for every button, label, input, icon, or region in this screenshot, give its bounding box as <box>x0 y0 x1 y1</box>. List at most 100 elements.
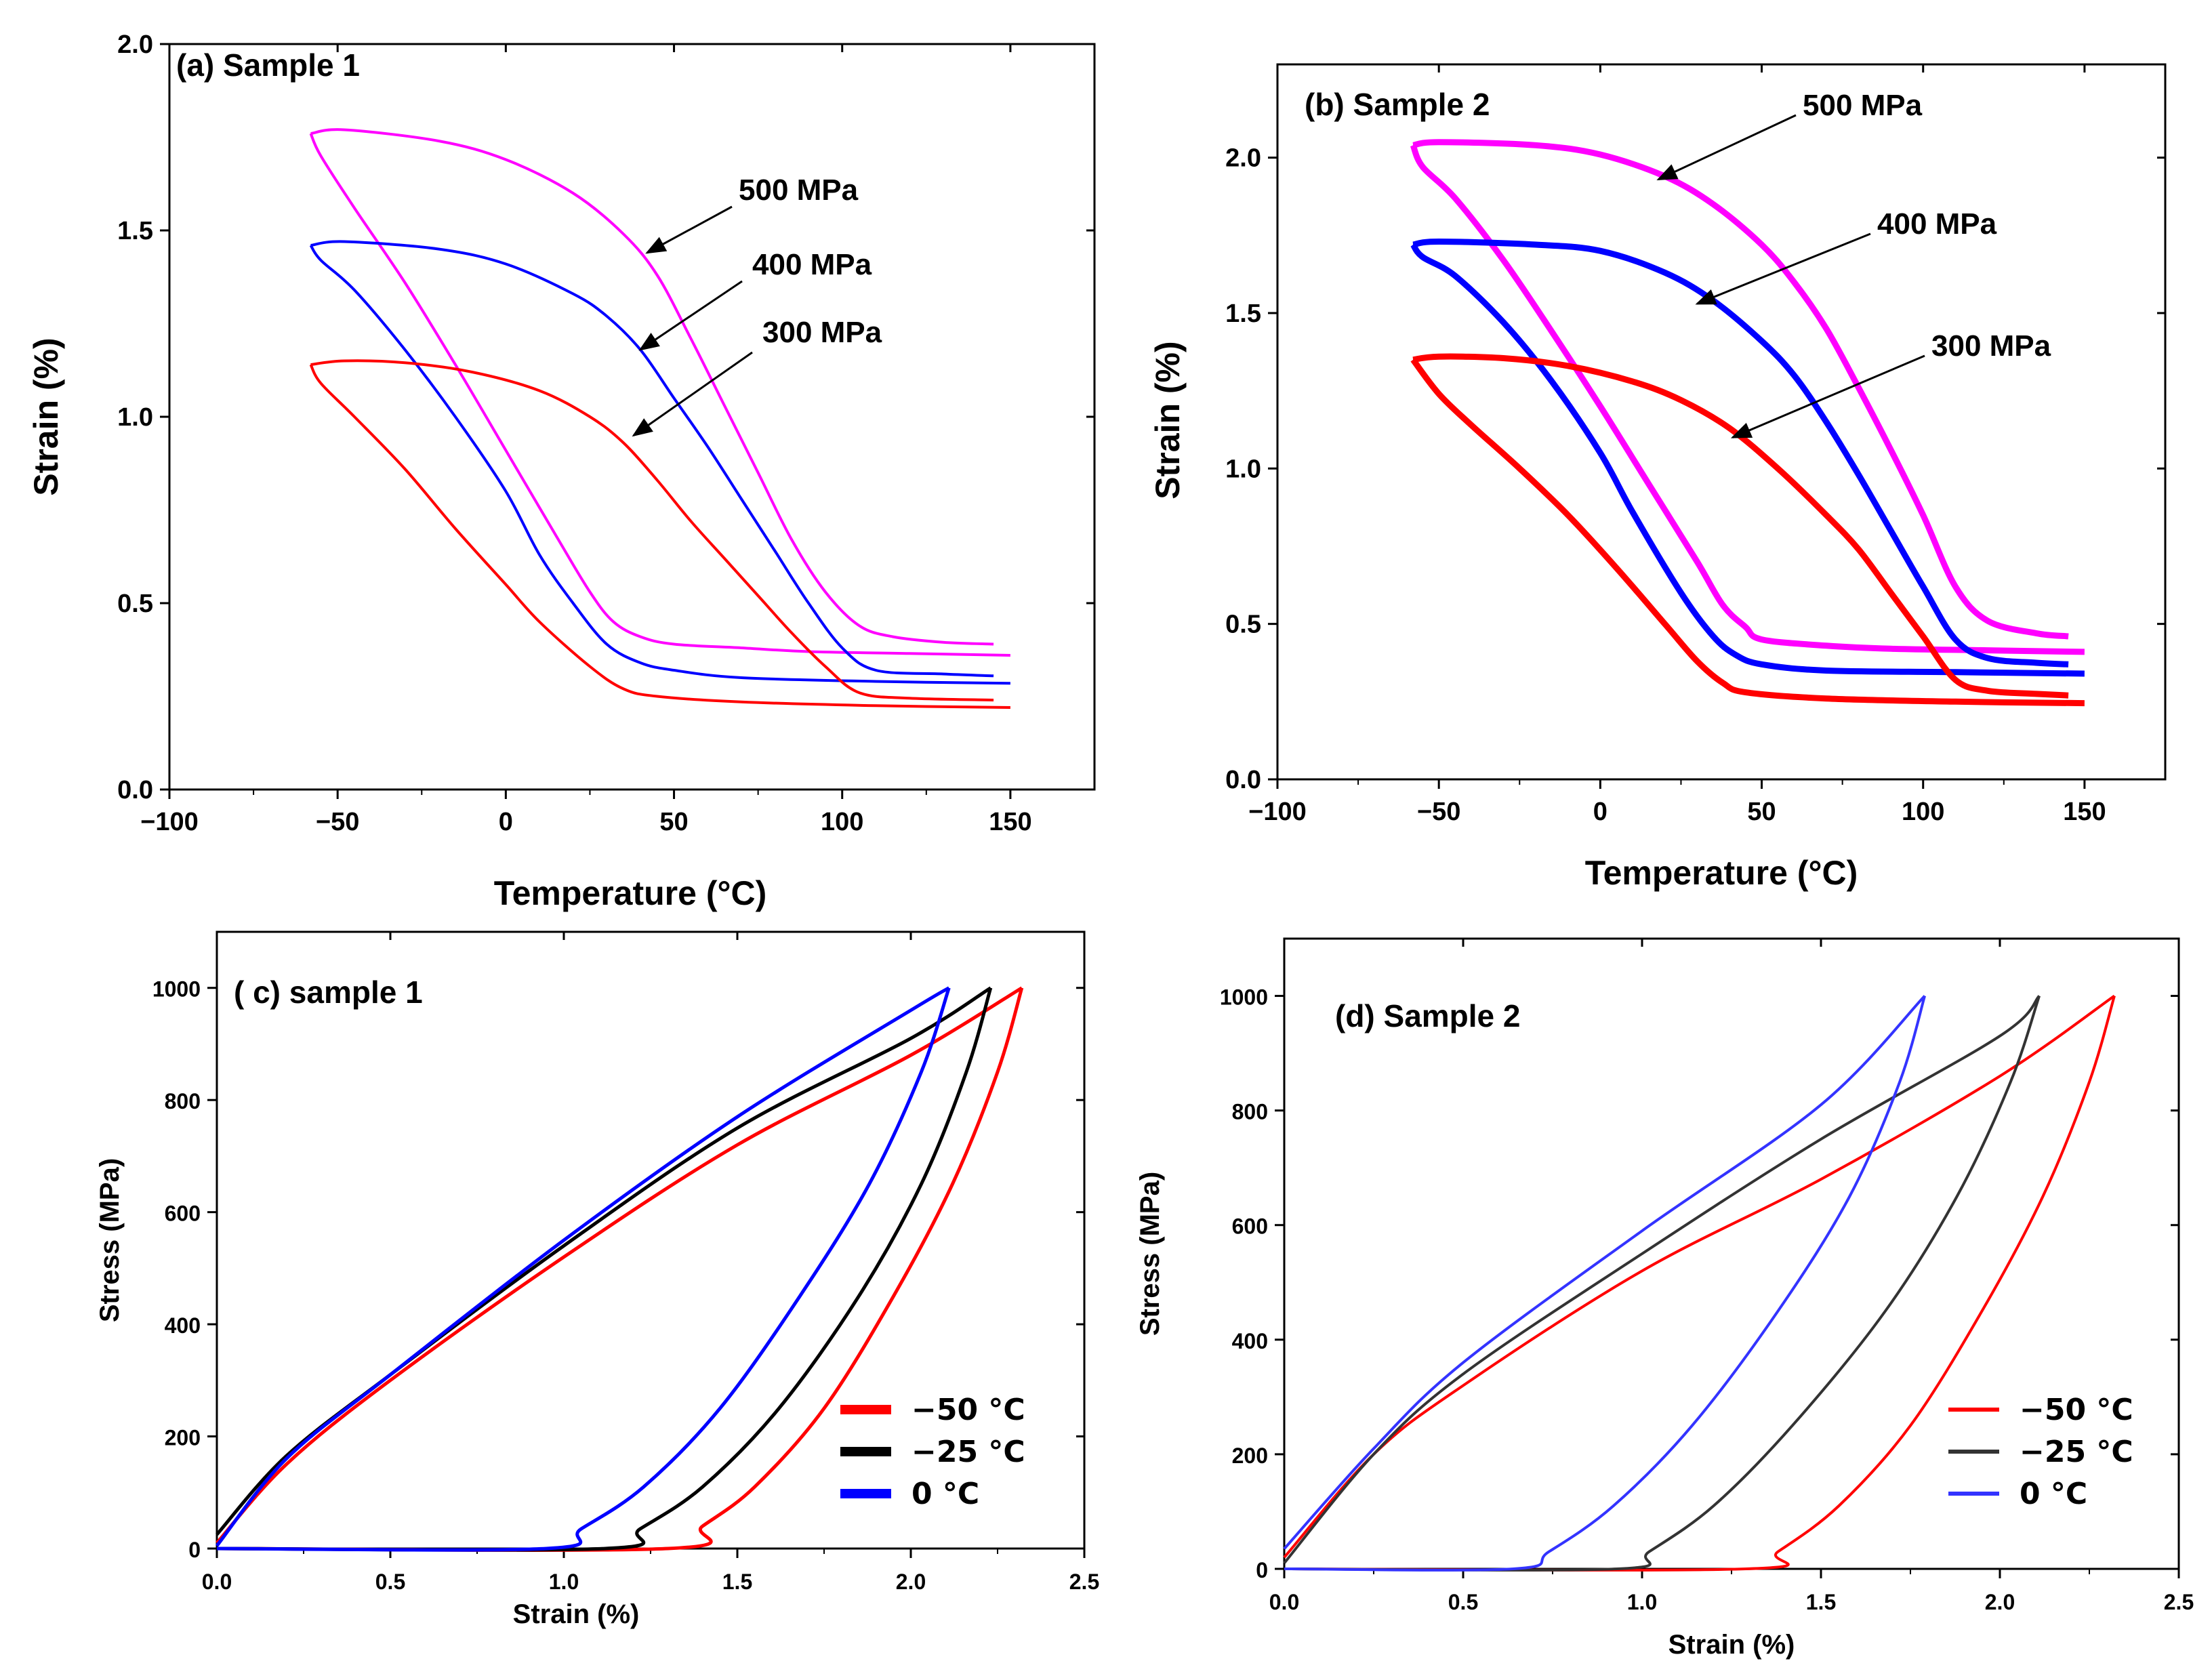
x-tick-label: 1.5 <box>722 1570 752 1594</box>
y-tick-label: 0.0 <box>1225 766 1261 794</box>
x-tick-label: 150 <box>989 808 1031 836</box>
x-tick-label: −50 <box>316 808 359 836</box>
series-line-cooling <box>309 244 1010 685</box>
series-2 <box>1283 995 2041 1572</box>
annotation-label: 500 MPa <box>1803 89 1923 122</box>
series-line-unloading <box>216 987 993 1552</box>
x-axis-title: Temperature (°C) <box>494 874 766 912</box>
y-tick-label: 0 <box>1256 1558 1268 1582</box>
x-axis-title: Strain (%) <box>1668 1630 1795 1660</box>
plot-frame <box>168 43 1096 791</box>
x-tick-label: 100 <box>821 808 863 836</box>
y-tick-label: 800 <box>165 1089 201 1113</box>
series-line-loading <box>216 986 1023 1544</box>
chart-panel-d: 0.0 0.5 1.0 1.5 2.0 2.5 0 200 400 600 800 1000 Strai… <box>1135 937 2194 1660</box>
y-tick-label: 1.0 <box>1225 455 1261 483</box>
y-axis-title: Strain (%) <box>27 337 65 495</box>
x-tick-label: 1.5 <box>1806 1590 1836 1614</box>
series-line-unloading <box>1284 995 1927 1572</box>
x-tick-label: −100 <box>1248 798 1307 826</box>
x-axis-title: Strain (%) <box>513 1599 640 1629</box>
x-tick-label: 2.0 <box>1985 1590 2015 1614</box>
series-line-cooling <box>309 364 1010 709</box>
panel-title: (b) Sample 2 <box>1305 87 1490 122</box>
y-tick-label: 600 <box>1232 1214 1268 1239</box>
y-tick-label: 1.0 <box>117 403 153 432</box>
y-tick-label: 400 <box>165 1313 201 1338</box>
panel-title: (d) Sample 2 <box>1335 998 1521 1033</box>
series-line-heating <box>1412 239 2069 668</box>
annotation-label: 300 MPa <box>762 316 882 349</box>
annotation-arrow <box>1695 232 1871 305</box>
y-axis-title: Stress (MPa) <box>1135 1172 1165 1336</box>
series-line-loading <box>1283 995 1926 1550</box>
series-line-heating <box>1412 353 2069 699</box>
legend-label: 0 °C <box>912 1477 979 1511</box>
x-tick-label: 50 <box>1747 798 1776 826</box>
annotation-arrow <box>645 205 733 254</box>
series-line-cooling <box>1410 358 2085 707</box>
legend-label: −25 °C <box>912 1435 1025 1469</box>
y-tick-label: 1.5 <box>1225 300 1261 328</box>
x-tick-label: 0 <box>499 808 513 836</box>
y-tick-label: 200 <box>165 1426 201 1450</box>
series-line-unloading <box>216 987 951 1552</box>
series-1 <box>216 986 1024 1552</box>
x-tick-label: 50 <box>659 808 688 836</box>
y-tick-label: 600 <box>165 1202 201 1226</box>
annotation-label: 500 MPa <box>739 173 859 207</box>
y-tick-label: 2.0 <box>117 30 153 59</box>
series-1 <box>1283 994 2116 1572</box>
y-tick-label: 200 <box>1232 1443 1268 1468</box>
legend-label: −25 °C <box>2020 1435 2133 1469</box>
x-tick-label: 1.0 <box>1627 1590 1657 1614</box>
series-2 <box>1410 239 2085 677</box>
series-line-loading <box>1283 994 2116 1559</box>
series-2 <box>309 240 1010 685</box>
series-1 <box>309 128 1010 657</box>
y-tick-label: 1.5 <box>117 217 153 245</box>
y-tick-label: 1000 <box>1220 985 1268 1010</box>
chart-panel-b: −100 −50 0 50 100 150 0.0 0.5 1.0 1.5 2.0 Temperatu… <box>1149 63 2167 892</box>
series-line-heating <box>310 240 994 678</box>
series-3 <box>216 986 951 1552</box>
series-line-unloading <box>1284 995 2116 1572</box>
y-tick-label: 2.0 <box>1225 144 1261 173</box>
series-line-heating <box>1412 139 2069 640</box>
x-tick-label: 0.0 <box>202 1570 232 1594</box>
legend-label: −50 °C <box>2020 1393 2133 1427</box>
y-tick-label: 400 <box>1232 1329 1268 1353</box>
series-line-loading <box>1283 995 2041 1564</box>
x-tick-label: 0.0 <box>1269 1590 1299 1614</box>
series-line-heating <box>310 128 994 646</box>
y-tick-label: 0.0 <box>117 776 153 804</box>
y-axis-title: Stress (MPa) <box>95 1158 125 1322</box>
legend: −50 °C −25 °C 0 °C <box>1948 1393 2133 1511</box>
legend-label: 0 °C <box>2020 1477 2087 1511</box>
legend-label: −50 °C <box>912 1393 1025 1427</box>
series-3 <box>1283 995 1927 1572</box>
panel-title: (a) Sample 1 <box>176 47 360 83</box>
x-tick-label: 1.0 <box>549 1570 579 1594</box>
y-tick-label: 0 <box>188 1538 201 1562</box>
x-tick-label: 2.5 <box>2164 1590 2194 1614</box>
series-line-unloading <box>216 987 1024 1552</box>
annotation-arrow <box>632 351 753 437</box>
annotation-arrow <box>1730 354 1925 438</box>
plot-frame <box>1276 63 2167 781</box>
series-1 <box>1410 139 2085 655</box>
x-tick-label: 0 <box>1593 798 1607 826</box>
chart-panel-a: −100 −50 0 50 100 150 0.0 0.5 1.0 1.5 2.0 Temperatu… <box>27 30 1096 912</box>
x-tick-label: −100 <box>140 808 199 836</box>
y-tick-label: 800 <box>1232 1100 1268 1124</box>
x-tick-label: 150 <box>2063 798 2106 826</box>
annotation-arrow <box>1656 114 1797 181</box>
annotation-label: 300 MPa <box>1931 329 2051 363</box>
x-axis-title: Temperature (°C) <box>1585 854 1858 892</box>
x-tick-label: 100 <box>1902 798 1944 826</box>
x-tick-label: 2.5 <box>1069 1570 1099 1594</box>
annotation-label: 400 MPa <box>752 248 872 281</box>
x-tick-label: 0.5 <box>1448 1590 1478 1614</box>
series-line-unloading <box>1284 995 2041 1572</box>
